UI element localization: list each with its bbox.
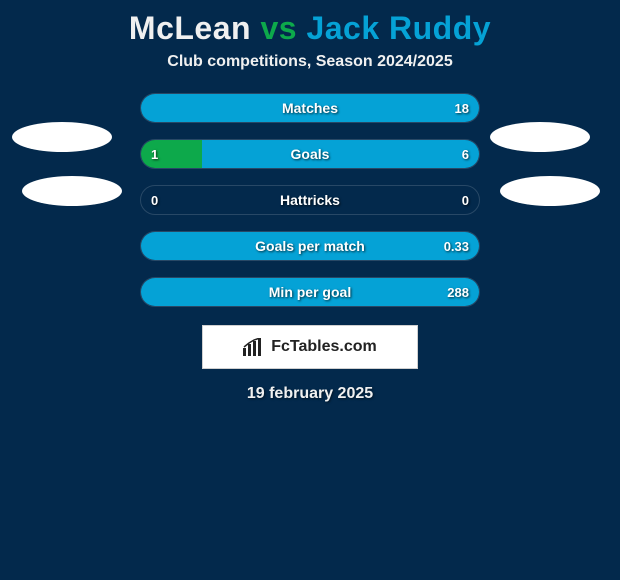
page-title: McLean vs Jack Ruddy [0,0,620,53]
stat-row-hattricks: 0 Hattricks 0 [140,185,480,215]
player2-name: Jack Ruddy [306,10,491,46]
stat-fill-right [141,278,479,306]
silhouette-left-1 [12,122,112,152]
stat-label: Hattricks [141,186,479,214]
stat-fill-left [141,140,202,168]
stat-row-min-per-goal: Min per goal 288 [140,277,480,307]
silhouette-left-2 [22,176,122,206]
stat-row-matches: Matches 18 [140,93,480,123]
vs-label: vs [260,10,297,46]
stat-fill-right [141,94,479,122]
barchart-icon [243,338,265,356]
silhouette-right-1 [490,122,590,152]
stat-left-value: 0 [141,186,168,214]
player1-name: McLean [129,10,251,46]
branding-box: FcTables.com [202,325,418,369]
stat-row-goals-per-match: Goals per match 0.33 [140,231,480,261]
silhouette-right-2 [500,176,600,206]
stat-fill-right [202,140,479,168]
subtitle: Club competitions, Season 2024/2025 [0,53,620,93]
stat-fill-right [141,232,479,260]
stat-row-goals: 1 Goals 6 [140,139,480,169]
stat-rows: Matches 18 1 Goals 6 0 Hattricks 0 Goals… [140,93,480,307]
footer-date: 19 february 2025 [0,385,620,403]
stat-right-value: 0 [452,186,479,214]
branding-text: FcTables.com [271,338,377,356]
